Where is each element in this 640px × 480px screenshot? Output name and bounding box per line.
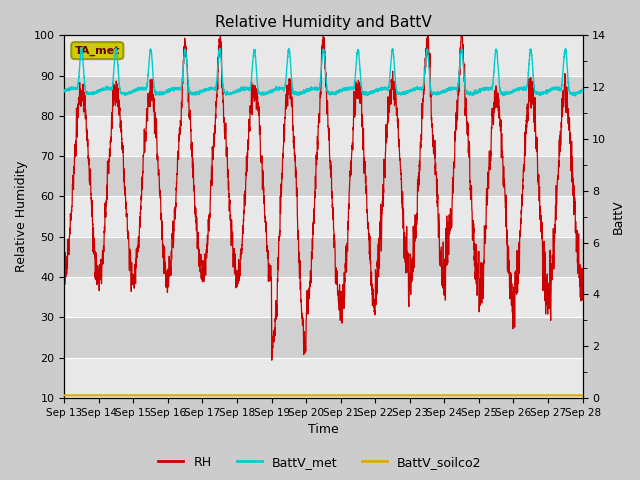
- Text: TA_met: TA_met: [75, 46, 120, 56]
- X-axis label: Time: Time: [308, 423, 339, 436]
- Bar: [64, 237, 582, 277]
- Bar: [64, 358, 582, 398]
- Legend: RH, BattV_met, BattV_soilco2: RH, BattV_met, BattV_soilco2: [154, 451, 486, 474]
- Y-axis label: BattV: BattV: [612, 199, 625, 234]
- Bar: [64, 76, 582, 116]
- Bar: [64, 196, 582, 237]
- Y-axis label: Relative Humidity: Relative Humidity: [15, 161, 28, 272]
- Bar: [64, 317, 582, 358]
- Title: Relative Humidity and BattV: Relative Humidity and BattV: [215, 15, 432, 30]
- Bar: [64, 156, 582, 196]
- Bar: [64, 277, 582, 317]
- Bar: [64, 36, 582, 76]
- Bar: [64, 116, 582, 156]
